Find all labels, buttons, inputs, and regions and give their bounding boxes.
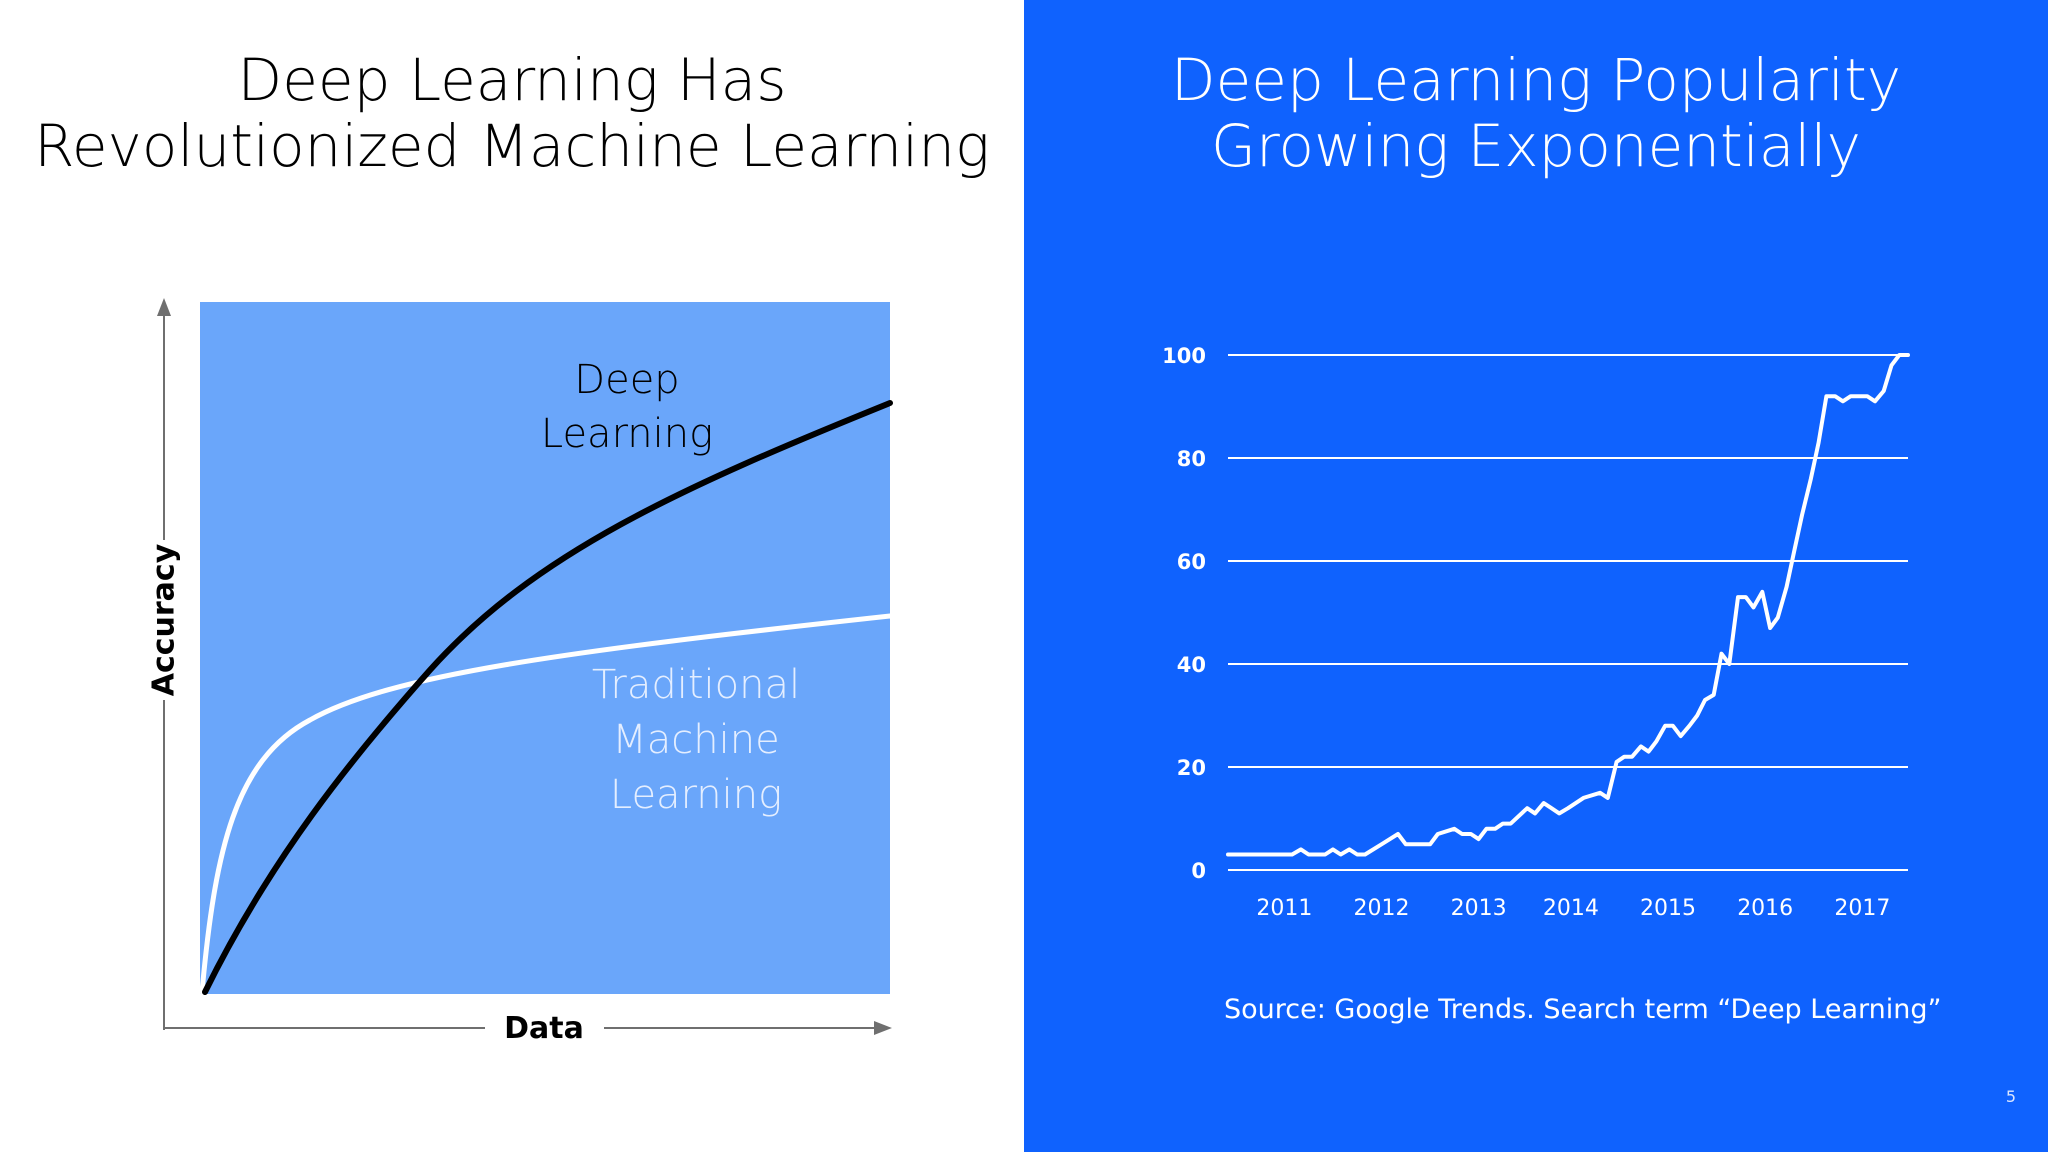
source-note: Source: Google Trends. Search term “Deep…: [1224, 994, 1942, 1025]
trend-series-line: [1226, 353, 1910, 857]
y-axis-label-gap: [152, 552, 176, 697]
x-tick-label: 2012: [1353, 896, 1409, 921]
x-tick-label: 2017: [1834, 896, 1890, 921]
deep-learning-curve: [202, 400, 893, 995]
concept-plot: Deep Learning Traditional Machine Learning …: [140, 290, 900, 1050]
concept-plot-background: [200, 302, 890, 994]
traditional-ml-label: Traditional Machine Learning: [592, 662, 800, 818]
x-axis-label: Data: [504, 1011, 584, 1046]
x-tick-label: 2016: [1737, 896, 1793, 921]
y-tick-label: 40: [1177, 653, 1206, 677]
x-tick-label: 2015: [1640, 896, 1696, 921]
left-slide-title: Deep Learning Has Revolutionized Machine…: [34, 46, 990, 180]
x-tick-label: 2013: [1451, 896, 1507, 921]
y-tick-label: 60: [1177, 550, 1206, 574]
right-panel: Deep Learning Popularity Growing Exponen…: [1024, 0, 2048, 1152]
traditional-ml-curve: [199, 613, 893, 995]
deep-learning-label: Deep Learning: [541, 357, 713, 457]
y-tick-label: 80: [1177, 447, 1206, 471]
y-tick-label: 0: [1191, 859, 1206, 883]
x-tick-label: 2014: [1543, 896, 1599, 921]
y-axis-label: Accuracy: [147, 543, 182, 696]
y-tick-label: 20: [1177, 756, 1206, 780]
left-panel: Deep Learning Has Revolutionized Machine…: [34, 46, 990, 1050]
right-slide-title: Deep Learning Popularity Growing Exponen…: [1170, 46, 1902, 180]
trend-chart: 0 20 40 60 80 100 2011 2012 2013 2014 2015 2016 2017: [1162, 344, 1910, 921]
y-axis-arrowhead: [157, 298, 171, 316]
x-tick-label: 2011: [1256, 896, 1312, 921]
y-tick-label: 100: [1162, 344, 1206, 368]
page-number: 5: [2005, 1087, 2016, 1106]
x-axis-arrowhead: [874, 1021, 892, 1035]
